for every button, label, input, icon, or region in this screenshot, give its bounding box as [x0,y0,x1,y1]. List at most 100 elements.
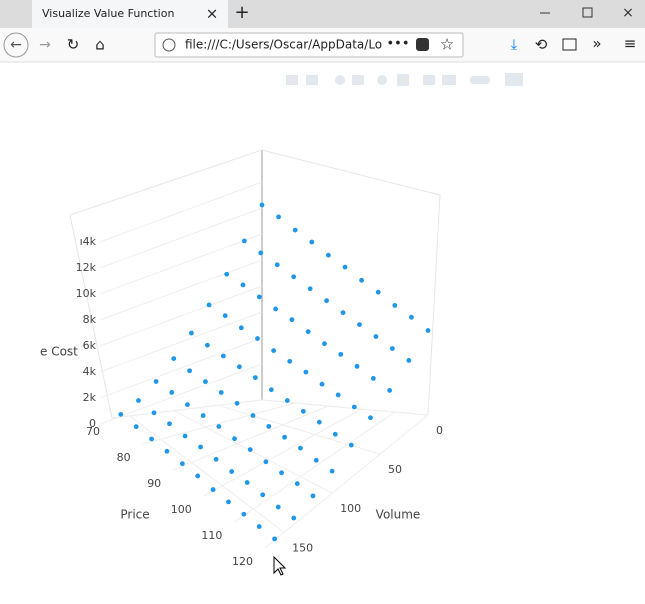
z-tick-label: 12k [76,261,97,274]
y-grid-line [129,415,285,533]
data-point [259,202,265,208]
pocket-icon[interactable] [416,38,429,51]
data-point [272,536,277,542]
x-tick-label: 100 [171,503,192,516]
overflow-icon[interactable]: » [592,35,601,53]
data-point [291,274,297,280]
x-tick-label: 70 [86,425,100,438]
data-point [324,298,329,304]
data-point [294,481,300,487]
data-point [244,480,250,485]
data-point [222,313,228,319]
data-point [218,390,224,395]
data-point [289,317,295,323]
bookmark-icon[interactable]: ☆ [440,35,454,54]
z-tick-label: 4k [83,365,97,378]
data-point [226,499,231,505]
data-point [252,375,258,381]
modebar-button[interactable] [352,75,364,85]
modebar-button[interactable] [397,74,409,86]
data-point [276,214,281,220]
data-point [250,413,256,418]
data-point [313,457,319,463]
data-point [203,379,208,385]
data-point [164,448,170,454]
downloads-icon[interactable]: ⤓ [511,36,518,54]
z-grid-line [99,181,263,243]
tab-title: Visualize Value Function [42,7,174,20]
z-grid-line [99,363,263,425]
modebar-button[interactable] [306,75,318,85]
data-point [307,286,313,292]
page-actions[interactable]: ••• [386,37,409,52]
modebar-button[interactable] [470,76,490,84]
data-point [240,282,246,288]
modebar-button[interactable] [286,75,298,85]
modebar-button[interactable] [335,75,345,85]
data-point [169,390,175,395]
modebar [286,73,523,86]
z-tick-label: 6k [83,339,97,352]
z-tick-label: 2k [83,391,97,404]
maximize[interactable] [582,7,593,18]
data-point [213,456,219,462]
data-point [310,493,316,499]
back-button[interactable] [3,32,29,58]
data-point [206,302,212,308]
data-point [210,487,216,492]
data-point [389,346,395,351]
data-point [229,469,235,474]
modebar-button[interactable] [423,75,435,85]
sidebar-icon[interactable] [562,38,577,51]
y-tick-label: 150 [292,541,313,554]
data-point [335,392,341,398]
close-tab[interactable]: × [206,5,219,23]
info-icon[interactable] [162,38,176,52]
menu-icon[interactable]: ≡ [624,35,637,53]
data-point [256,524,262,529]
data-point [326,252,331,258]
forward-button[interactable]: → [39,37,51,53]
home-button[interactable]: ⌂ [95,36,105,54]
reload-button[interactable]: ↻ [67,36,80,54]
data-point [275,504,281,510]
z-grid-line [99,259,263,321]
modebar-button[interactable] [505,73,523,86]
data-point [387,387,393,393]
modebar-button[interactable] [442,75,456,85]
data-point [238,325,244,331]
history-icon[interactable]: ⟲ [535,36,548,54]
data-point [332,431,338,437]
data-point [338,351,344,357]
x-tick-label: 120 [232,555,253,568]
data-point [266,423,272,429]
data-point [271,348,277,353]
data-point [182,433,188,439]
data-point [216,424,222,429]
data-point [224,271,230,277]
z-grid-line [99,285,263,347]
x-tick-label: 110 [201,529,222,542]
data-point [298,445,303,451]
modebar-button[interactable] [377,75,387,85]
y-grid-line [173,410,333,494]
url-bar[interactable] [154,32,464,58]
data-point [171,356,177,361]
data-point [359,277,364,283]
data-point [406,358,412,363]
data-point [425,328,431,333]
data-point [291,515,297,521]
data-point [392,303,398,308]
x-grid-line [203,408,362,497]
data-point [260,492,266,498]
data-point [153,379,159,384]
data-point [195,473,201,479]
new-tab[interactable]: + [234,2,249,23]
url-text: file:///C:/Users/Oscar/AppData/Lo [185,38,382,52]
data-point [189,330,194,336]
close-window[interactable]: × [622,5,634,21]
data-point [263,459,269,465]
data-point [274,262,280,268]
tab[interactable] [32,0,228,28]
